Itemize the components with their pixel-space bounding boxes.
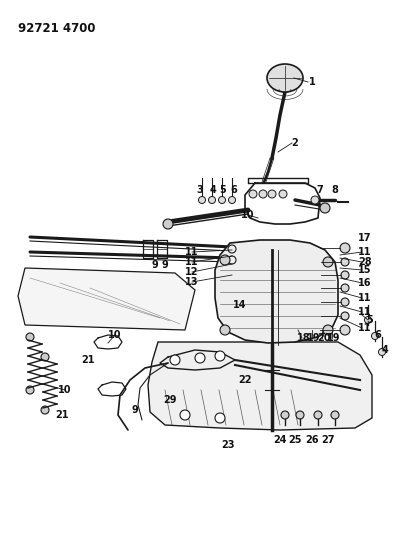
Text: 21: 21 [81,355,95,365]
Circle shape [311,196,319,204]
Circle shape [341,298,349,306]
Circle shape [341,258,349,266]
Circle shape [259,190,267,198]
Text: 9: 9 [152,260,158,270]
Circle shape [341,284,349,292]
Circle shape [220,325,230,335]
Circle shape [209,197,215,204]
Polygon shape [148,342,372,430]
Text: 11: 11 [185,247,199,257]
Text: 8: 8 [332,185,338,195]
Text: 9: 9 [132,405,138,415]
Circle shape [320,203,330,213]
Circle shape [268,190,276,198]
Text: 17: 17 [358,233,372,243]
Circle shape [341,271,349,279]
Circle shape [163,219,173,229]
Circle shape [340,243,350,253]
Text: 14: 14 [233,300,247,310]
Text: 3: 3 [196,185,203,195]
Text: 1: 1 [309,77,315,87]
Circle shape [26,333,34,341]
Text: 2: 2 [292,138,298,148]
Circle shape [215,351,225,361]
Text: 27: 27 [321,435,335,445]
Text: 6: 6 [231,185,237,195]
Circle shape [41,353,49,361]
Circle shape [323,325,333,335]
Text: 7: 7 [317,185,323,195]
Text: 92721 4700: 92721 4700 [18,22,95,35]
Text: 15: 15 [358,265,372,275]
Circle shape [331,411,339,419]
Text: 5: 5 [220,185,227,195]
Text: 19: 19 [307,333,321,343]
Text: 9: 9 [162,260,168,270]
Text: 5: 5 [367,315,373,325]
Text: 11: 11 [358,323,372,333]
Circle shape [279,190,287,198]
Circle shape [365,317,371,324]
Circle shape [219,197,225,204]
Text: 4: 4 [382,345,389,355]
Text: 4: 4 [210,185,217,195]
Circle shape [379,349,385,356]
Circle shape [296,411,304,419]
Text: 10: 10 [108,330,122,340]
Text: 11: 11 [358,293,372,303]
Circle shape [220,255,230,265]
Text: 10: 10 [241,210,255,220]
Circle shape [41,406,49,414]
Text: 22: 22 [238,375,252,385]
Circle shape [314,411,322,419]
Text: 23: 23 [221,440,235,450]
Circle shape [26,386,34,394]
Text: 20: 20 [317,333,331,343]
Text: 11: 11 [358,307,372,317]
Text: 12: 12 [185,267,199,277]
Polygon shape [215,240,338,343]
Text: 11: 11 [358,247,372,257]
Circle shape [281,411,289,419]
Circle shape [215,413,225,423]
Circle shape [229,197,235,204]
Ellipse shape [267,64,303,92]
Circle shape [180,410,190,420]
Text: 21: 21 [55,410,69,420]
Text: 19: 19 [327,333,341,343]
Text: 28: 28 [358,257,372,267]
Text: 24: 24 [273,435,287,445]
Circle shape [170,355,180,365]
Text: 11: 11 [185,257,199,267]
Polygon shape [18,268,195,330]
Text: 16: 16 [358,278,372,288]
Circle shape [198,197,205,204]
Text: 26: 26 [305,435,319,445]
Circle shape [195,353,205,363]
Text: 6: 6 [375,330,381,340]
Circle shape [341,312,349,320]
Circle shape [371,333,379,340]
Text: 13: 13 [185,277,199,287]
Text: 25: 25 [288,435,302,445]
Circle shape [323,257,333,267]
Text: 29: 29 [163,395,177,405]
Text: 10: 10 [58,385,72,395]
Text: 18: 18 [297,333,311,343]
Circle shape [340,325,350,335]
Circle shape [249,190,257,198]
